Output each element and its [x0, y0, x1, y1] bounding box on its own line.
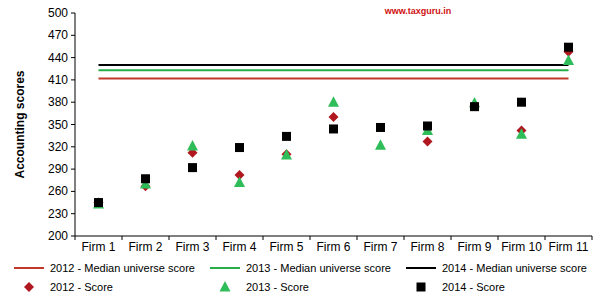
y-tick-label: 350 [48, 118, 68, 132]
x-tick [592, 236, 593, 240]
y-tick [71, 236, 75, 237]
triangle-marker [375, 139, 386, 150]
x-tick [310, 236, 311, 240]
x-tick-label: Firm 3 [176, 240, 210, 254]
square-marker [235, 143, 244, 152]
diamond-marker [282, 149, 292, 159]
diamond-marker [94, 198, 104, 208]
square-marker [282, 132, 291, 141]
y-tick [71, 124, 75, 125]
x-tick-label: Firm 1 [82, 240, 116, 254]
x-tick [498, 236, 499, 240]
square-marker [470, 102, 479, 111]
square-marker [517, 98, 526, 107]
median-line [99, 69, 569, 71]
diamond-marker [329, 112, 339, 122]
median-line [99, 77, 569, 79]
y-tick [71, 13, 75, 14]
y-tick-label: 320 [48, 140, 68, 154]
legend-label: 2014 - Score [442, 281, 505, 293]
legend-label: 2013 - Score [246, 281, 309, 293]
legend-marker [24, 282, 34, 292]
triangle-marker [563, 55, 574, 66]
legend-label: 2012 - Median universe score [50, 262, 195, 274]
y-tick-label: 500 [48, 6, 68, 20]
x-tick [75, 236, 76, 240]
x-tick [169, 236, 170, 240]
y-tick [71, 169, 75, 170]
square-marker [188, 163, 197, 172]
diamond-marker [423, 137, 433, 147]
x-tick [122, 236, 123, 240]
square-marker [423, 121, 432, 130]
square-marker [329, 124, 338, 133]
triangle-marker [234, 176, 245, 187]
triangle-marker [187, 140, 198, 151]
x-tick-label: Firm 2 [129, 240, 163, 254]
legend-line [406, 267, 436, 269]
triangle-marker [93, 198, 104, 209]
x-tick-label: Firm 6 [317, 240, 351, 254]
triangle-marker [328, 96, 339, 107]
y-tick [71, 57, 75, 58]
y-axis-label: Accounting scores [13, 70, 27, 178]
square-marker [564, 43, 573, 52]
watermark: www.taxguru.in [384, 6, 452, 16]
y-tick-label: 410 [48, 73, 68, 87]
x-tick [545, 236, 546, 240]
x-tick [451, 236, 452, 240]
triangle-marker [516, 128, 527, 139]
y-tick-label: 440 [48, 51, 68, 65]
legend-marker [417, 283, 426, 292]
x-tick [404, 236, 405, 240]
legend: 2012 - Median universe score 2013 - Media… [14, 262, 587, 293]
triangle-marker [281, 149, 292, 160]
square-marker [376, 123, 385, 132]
y-tick [71, 146, 75, 147]
legend-line [14, 267, 44, 269]
y-tick-label: 290 [48, 162, 68, 176]
legend-marker [220, 281, 231, 292]
median-line [99, 64, 569, 66]
x-tick-label: Firm 7 [364, 240, 398, 254]
y-tick-label: 230 [48, 207, 68, 221]
marks [93, 43, 574, 209]
legend-label: 2014 - Median universe score [442, 262, 587, 274]
x-tick [263, 236, 264, 240]
x-tick-label: Firm 9 [458, 240, 492, 254]
y-tick-label: 200 [48, 229, 68, 243]
x-tick [357, 236, 358, 240]
chart: 200 230 260 290 320 350 380 410 440 470 500 Firm 1 F… [0, 0, 600, 300]
x-tick [216, 236, 217, 240]
legend-label: 2013 - Median universe score [246, 262, 391, 274]
y-tick [71, 213, 75, 214]
y-tick-label: 380 [48, 95, 68, 109]
x-tick-label: Firm 5 [270, 240, 304, 254]
y-tick-label: 470 [48, 28, 68, 42]
square-marker [141, 174, 150, 183]
x-tick-label: Firm 11 [549, 240, 589, 254]
y-tick-label: 260 [48, 184, 68, 198]
y-tick [71, 102, 75, 103]
square-marker [94, 198, 103, 207]
x-tick-label: Firm 4 [223, 240, 257, 254]
diamond-marker [470, 101, 480, 111]
legend-label: 2012 - Score [50, 281, 113, 293]
legend-line [210, 267, 240, 269]
y-tick [71, 35, 75, 36]
x-tick-label: Firm 8 [411, 240, 445, 254]
y-tick [71, 191, 75, 192]
y-tick [71, 79, 75, 80]
x-tick-label: Firm 10 [501, 240, 542, 254]
x-axis [75, 236, 592, 237]
